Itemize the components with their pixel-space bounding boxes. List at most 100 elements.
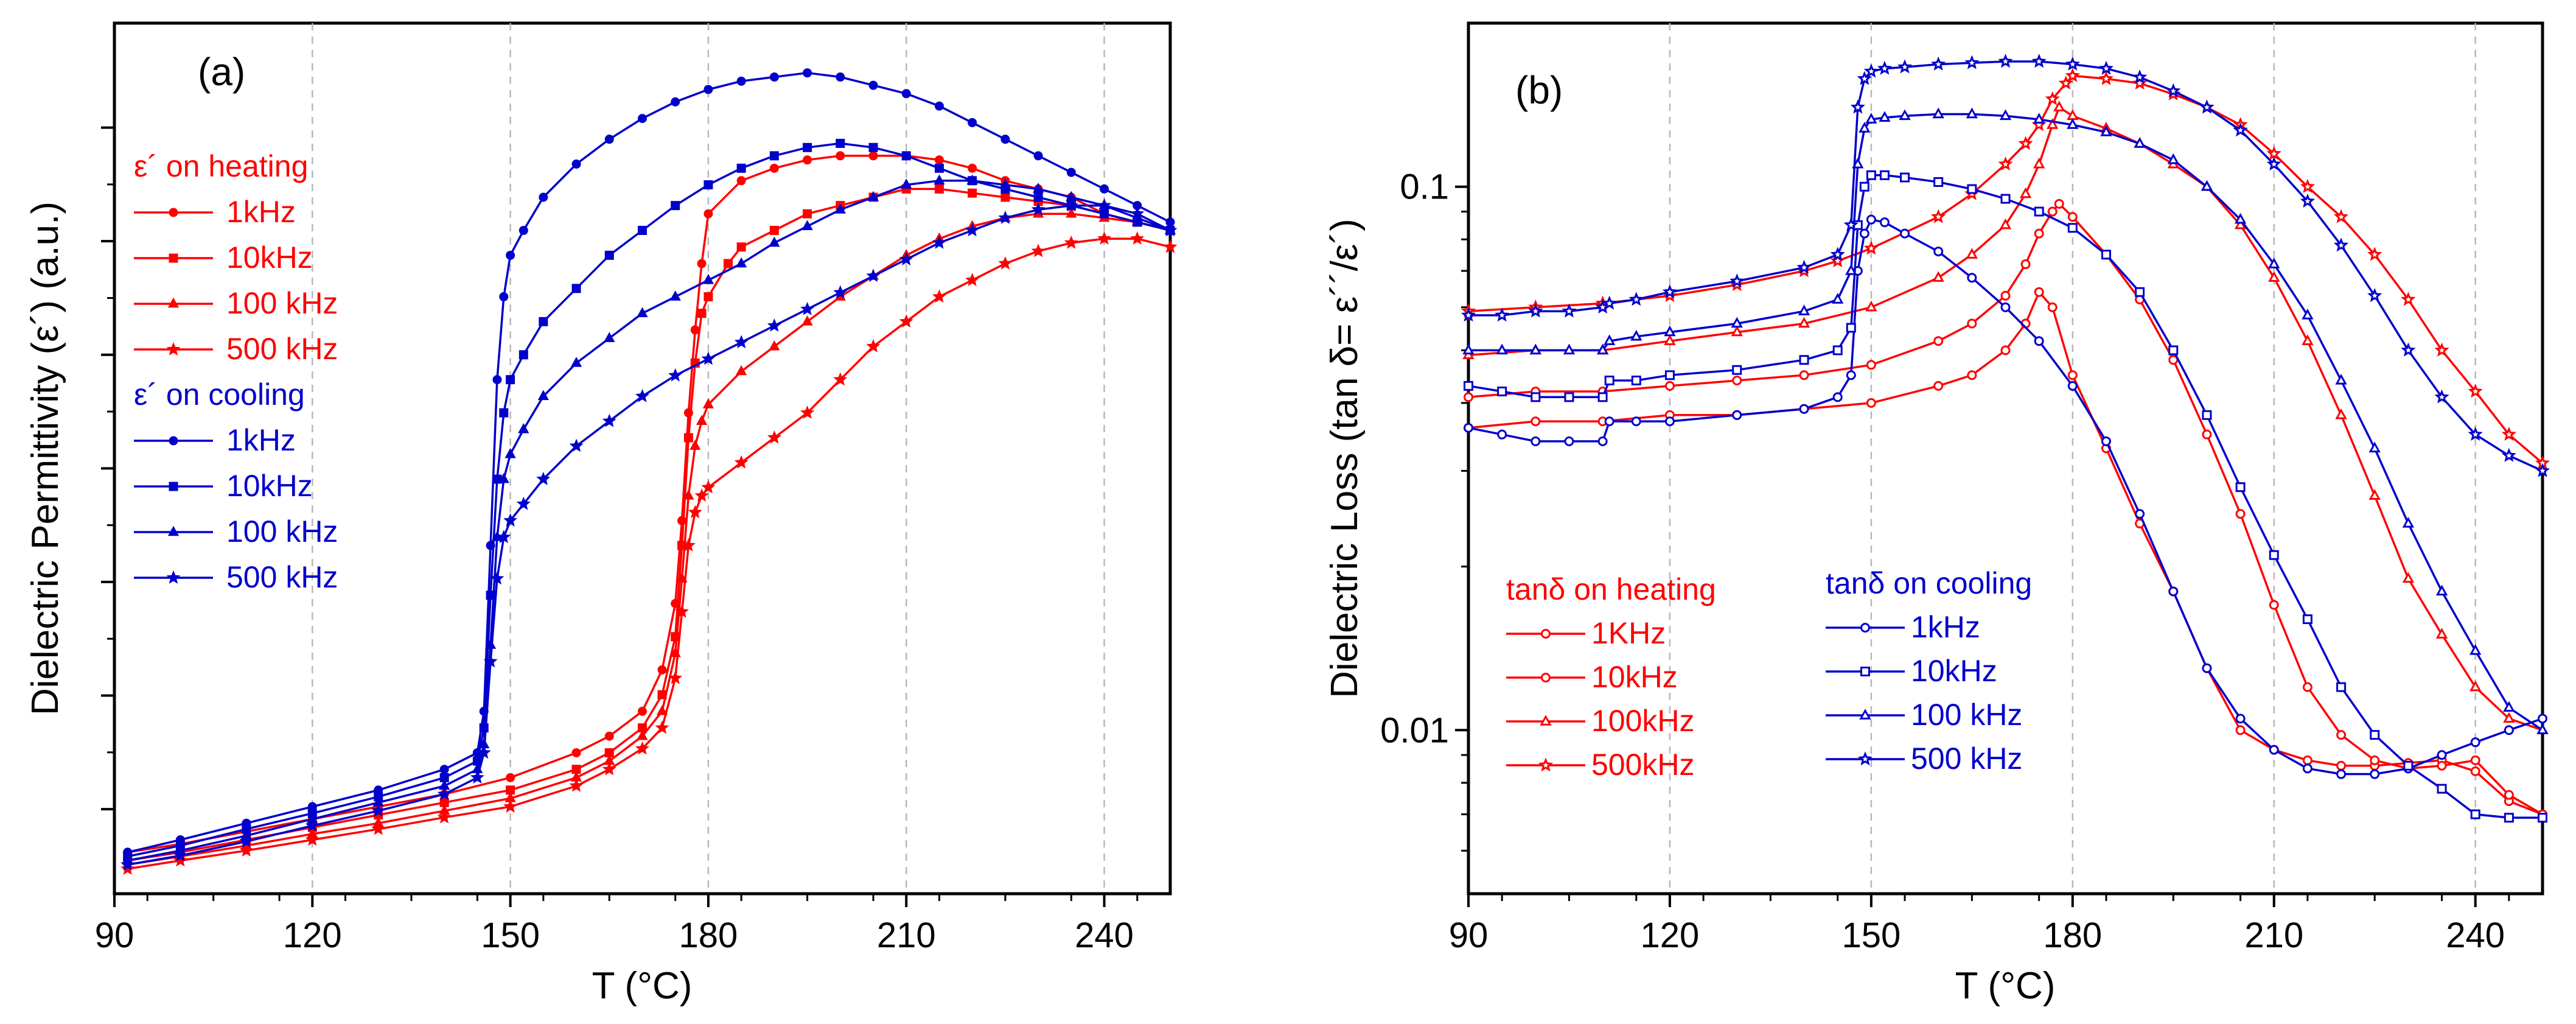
data-point: [120, 857, 135, 871]
data-point: [2504, 790, 2514, 800]
data-point: [2067, 223, 2078, 233]
data-point: [2302, 334, 2314, 345]
data-point: [702, 398, 714, 409]
data-point: [1528, 303, 1543, 318]
data-point: [736, 365, 747, 376]
data-point: [1933, 380, 1944, 391]
data-point: [1879, 111, 1891, 122]
data-point: [2034, 336, 2044, 346]
data-point: [2067, 380, 2078, 391]
data-point: [2468, 384, 2483, 398]
data-point: [2300, 178, 2316, 194]
data-point: [1097, 231, 1112, 245]
data-point: [1967, 184, 1977, 194]
data-point: [1731, 317, 1743, 328]
data-point: [736, 257, 747, 268]
panel-a-frame: [113, 21, 1172, 896]
data-point: [767, 318, 781, 332]
data-point: [2201, 180, 2213, 191]
data-point: [2033, 113, 2045, 124]
data-point: [2437, 760, 2447, 771]
panel-b-series: [1461, 54, 2550, 823]
data-point: [1832, 293, 1844, 304]
data-point: [1866, 214, 1876, 225]
data-point: [2434, 342, 2449, 357]
data-point: [604, 332, 615, 342]
data-point: [2335, 408, 2347, 419]
data-point: [2100, 125, 2112, 136]
data-point: [1879, 170, 1890, 180]
data-point: [1999, 218, 2012, 230]
data-point: [676, 572, 688, 583]
data-point: [506, 375, 515, 385]
data-point: [683, 489, 694, 500]
data-point: [490, 571, 504, 585]
data-point: [1531, 392, 1541, 402]
data-point: [2168, 586, 2179, 597]
data-point: [504, 447, 516, 458]
data-point: [2000, 194, 2011, 204]
data-point: [968, 163, 977, 173]
data-point: [703, 209, 713, 219]
data-point: [1497, 386, 1507, 396]
data-point: [305, 832, 319, 846]
legend-swatch-marker: [169, 208, 178, 217]
data-point: [437, 810, 452, 824]
data-point: [2034, 287, 2044, 297]
data-point: [1866, 398, 1876, 408]
data-point: [1799, 404, 1809, 414]
data-point: [2031, 54, 2047, 68]
panel-a-series: [120, 68, 1178, 875]
data-point: [1163, 223, 1178, 237]
data-point: [2269, 745, 2279, 755]
data-point: [1664, 325, 1676, 337]
data-point: [483, 654, 498, 668]
data-point: [1032, 183, 1044, 193]
data-point: [683, 433, 693, 443]
data-point: [2434, 389, 2449, 404]
data-point: [2266, 156, 2281, 171]
data-point: [1732, 375, 1742, 385]
data-point: [2199, 99, 2215, 114]
data-point: [1966, 248, 1978, 259]
data-point: [2000, 345, 2011, 356]
data-point: [2468, 426, 2483, 441]
series-line: [1468, 113, 2543, 731]
data-point: [1564, 436, 1574, 446]
data-point: [803, 155, 812, 165]
data-point: [2269, 600, 2279, 610]
data-point: [2067, 118, 2079, 129]
data-point: [866, 268, 881, 282]
data-point: [1933, 247, 1944, 257]
legend-entry: 1kHz: [226, 423, 296, 457]
data-point: [899, 314, 913, 328]
legend-swatch-marker: [169, 253, 178, 263]
data-point: [1857, 71, 1872, 85]
data-point: [536, 471, 551, 485]
data-point: [668, 368, 683, 382]
data-point: [2470, 737, 2480, 748]
data-point: [518, 423, 529, 433]
data-point: [638, 114, 647, 124]
data-point: [2067, 212, 2078, 222]
data-point: [637, 307, 648, 317]
data-point: [1879, 217, 1890, 228]
data-point: [2437, 784, 2447, 794]
legend-entry: 100 kHz: [226, 514, 338, 549]
legend-swatch-marker: [1857, 751, 1873, 766]
legend-entry: 1KHz: [1591, 616, 1666, 650]
data-point: [1031, 202, 1045, 216]
data-point: [697, 259, 707, 268]
data-point: [803, 209, 812, 219]
panel-b-ticks: 90 120 150 180 210 240 0.1 0.01: [1380, 167, 2510, 955]
legend-swatch-marker: [1859, 709, 1871, 720]
data-point: [2335, 374, 2347, 385]
data-point: [604, 250, 614, 260]
data-point: [470, 770, 484, 784]
data-point: [803, 68, 812, 78]
data-point: [868, 142, 878, 152]
panel-b: 90 120 150 180 210 240 0.1 0.01 (b) T (°C) Diel…: [1324, 21, 2550, 1007]
data-point: [1832, 392, 1843, 402]
